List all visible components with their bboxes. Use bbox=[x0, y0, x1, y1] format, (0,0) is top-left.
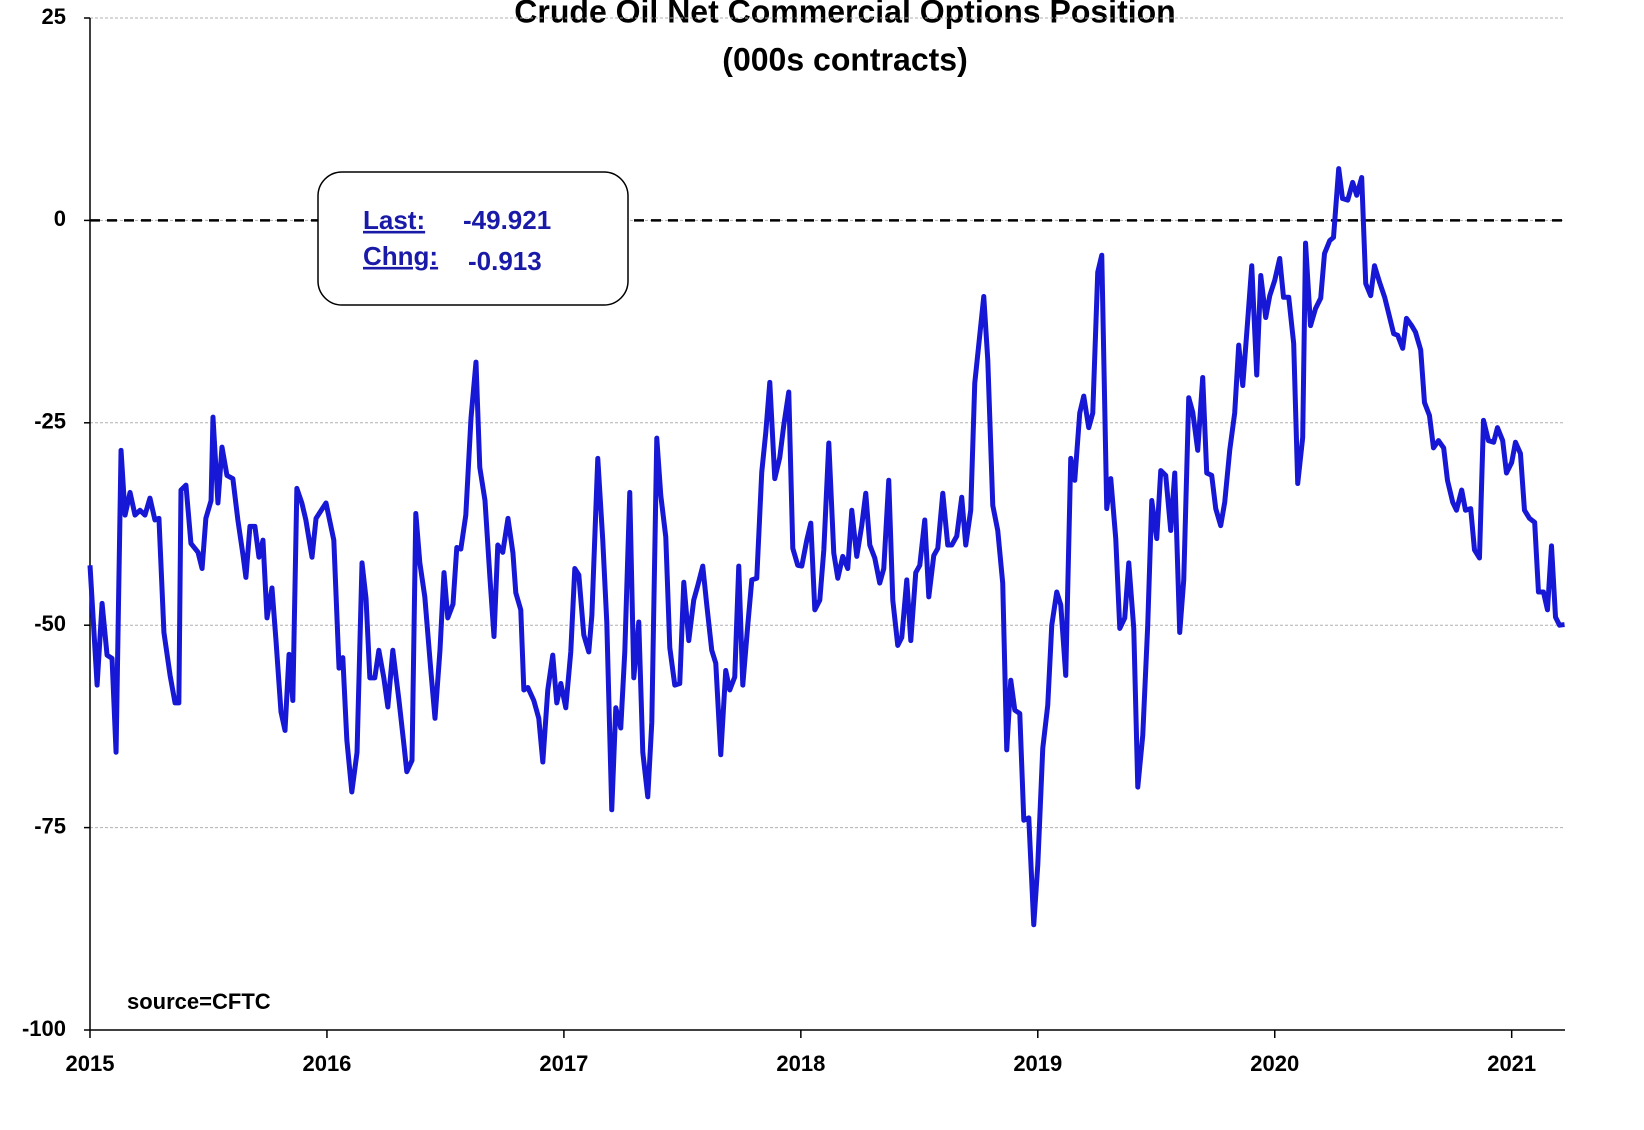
x-tick-label: 2019 bbox=[1013, 1051, 1062, 1076]
chart-title: Crude Oil Net Commercial Options Positio… bbox=[514, 0, 1175, 29]
x-tick-label: 2021 bbox=[1487, 1051, 1536, 1076]
source-note: source=CFTC bbox=[127, 989, 271, 1014]
y-tick-label: -100 bbox=[22, 1016, 66, 1041]
x-tick-label: 2015 bbox=[66, 1051, 115, 1076]
x-tick-label: 2020 bbox=[1250, 1051, 1299, 1076]
y-tick-label: -50 bbox=[34, 611, 66, 636]
y-tick-label: -25 bbox=[34, 409, 66, 434]
change-value: -0.913 bbox=[468, 246, 542, 276]
x-tick-label: 2016 bbox=[302, 1051, 351, 1076]
data-line bbox=[87, 166, 1565, 928]
chart-subtitle: (000s contracts) bbox=[722, 41, 967, 77]
annotation-box bbox=[317, 171, 629, 306]
x-tick-label: 2017 bbox=[539, 1051, 588, 1076]
y-tick-label: -75 bbox=[34, 813, 66, 838]
change-label: Chng: bbox=[363, 241, 438, 271]
y-tick-label: 0 bbox=[54, 206, 66, 231]
x-tick-label: 2018 bbox=[776, 1051, 825, 1076]
y-tick-label: 25 bbox=[42, 4, 66, 29]
last-value: -49.921 bbox=[463, 205, 551, 235]
last-label: Last: bbox=[363, 205, 425, 235]
